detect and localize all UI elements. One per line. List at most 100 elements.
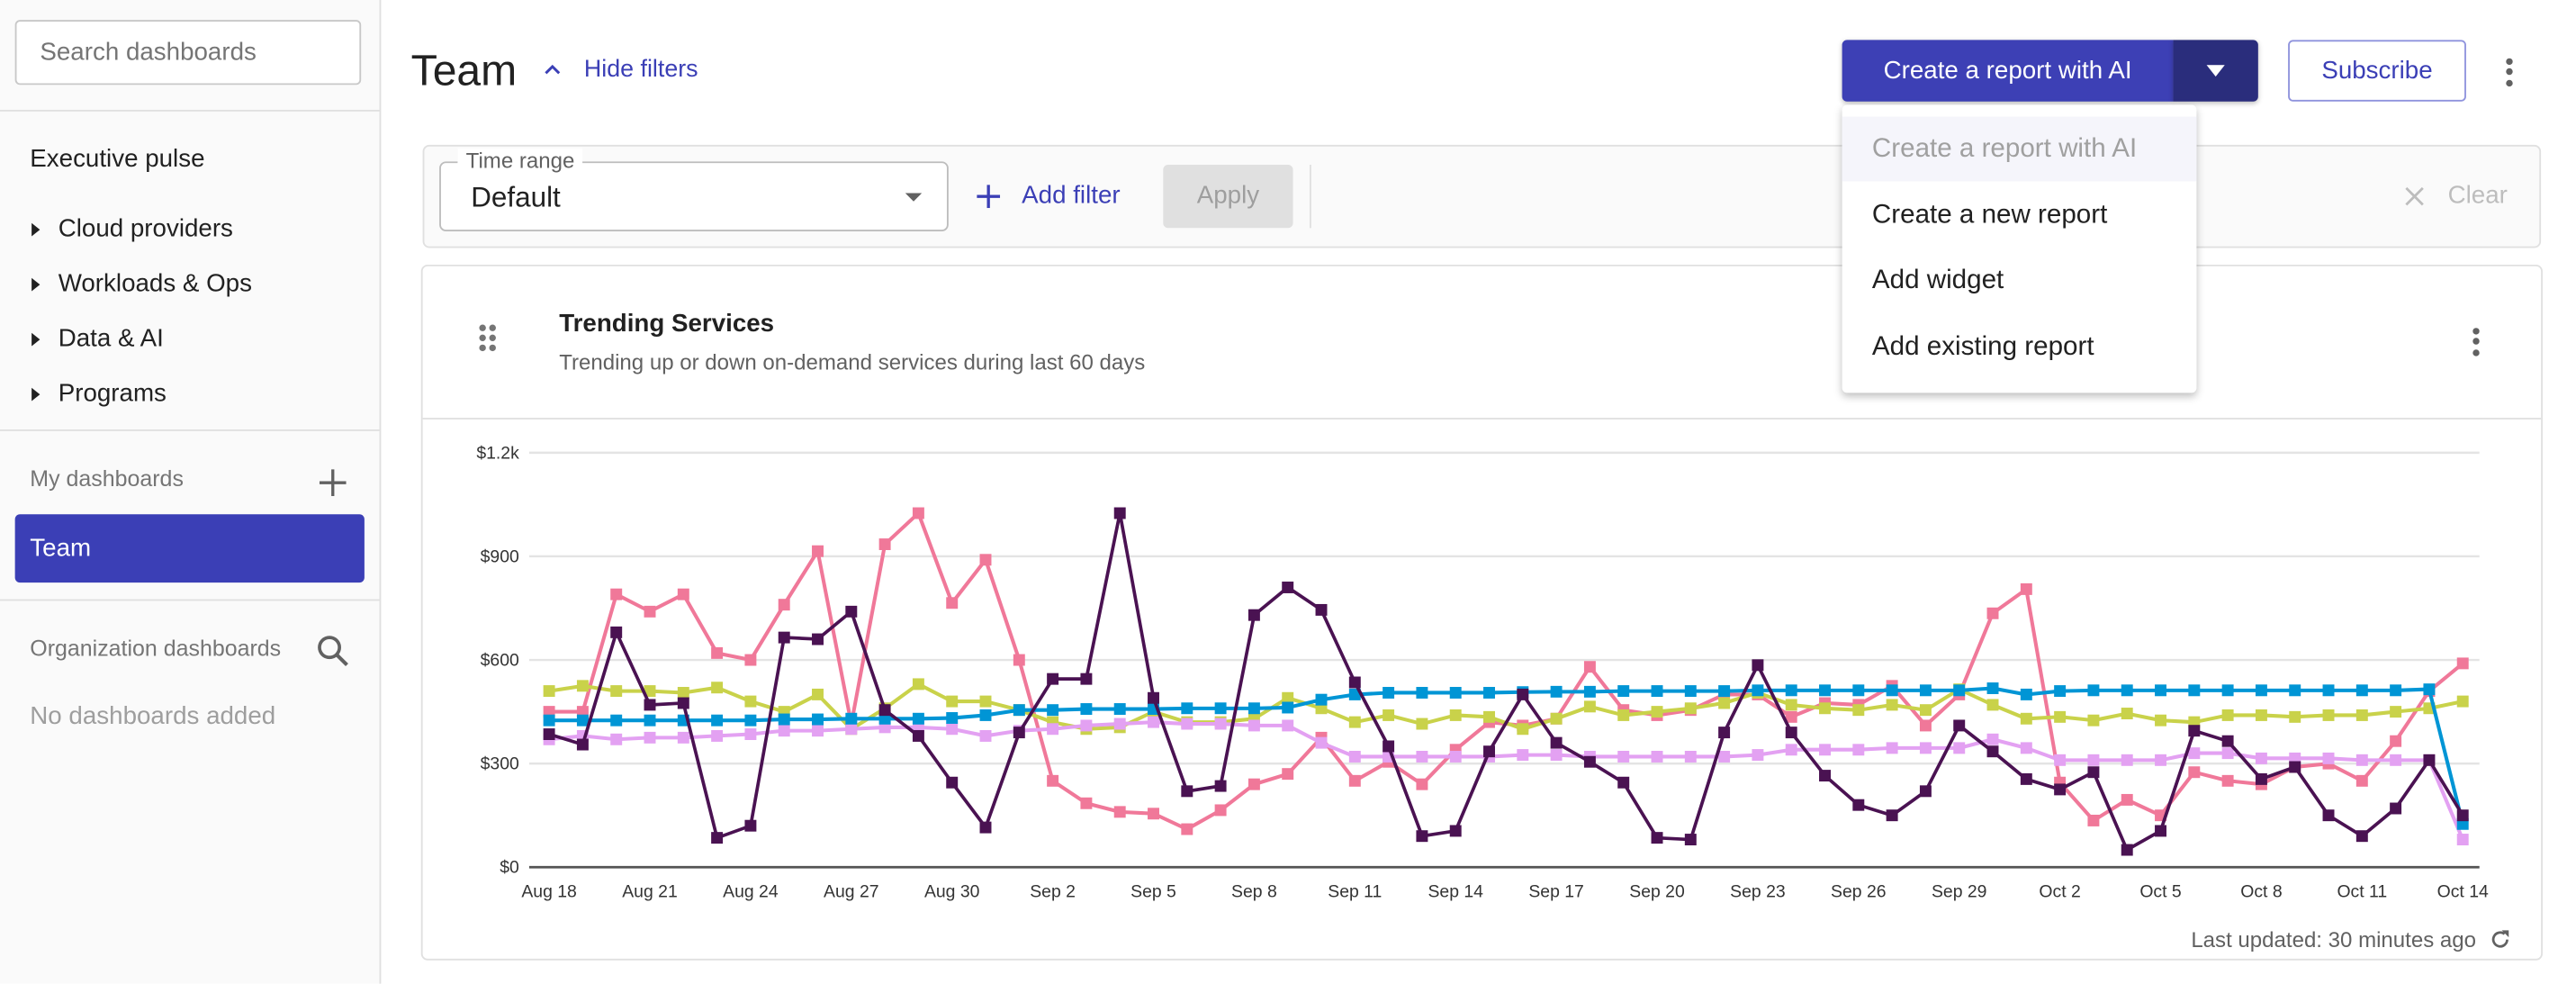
data-point xyxy=(2255,709,2267,721)
data-point xyxy=(2054,783,2067,796)
data-point xyxy=(1282,768,1294,781)
hide-filters-button[interactable]: Hide filters xyxy=(543,55,725,88)
data-point xyxy=(1919,684,1932,697)
data-point xyxy=(1718,750,1731,763)
menu-item-add-existing-report[interactable]: Add existing report xyxy=(1871,332,2094,362)
data-point xyxy=(644,605,656,618)
data-point xyxy=(2188,766,2201,779)
data-point xyxy=(1583,661,1596,673)
data-point xyxy=(946,712,959,724)
data-point xyxy=(1247,778,1260,790)
sidebar-item-team[interactable]: Team xyxy=(14,514,365,583)
data-point xyxy=(1986,682,1999,694)
data-point xyxy=(946,723,959,736)
x-tick-label: Sep 8 xyxy=(1231,882,1277,902)
sidebar: Executive pulse Cloud providers Workload… xyxy=(0,0,382,984)
data-point xyxy=(2390,706,2402,718)
data-point xyxy=(1247,609,1260,621)
menu-item-add-widget[interactable]: Add widget xyxy=(1871,266,2004,295)
data-point xyxy=(1785,710,1797,723)
data-point xyxy=(711,714,724,727)
sidebar-group-cloud-providers[interactable]: Cloud providers xyxy=(30,213,363,247)
subscribe-button[interactable]: Subscribe xyxy=(2288,40,2466,102)
menu-item-create-report-ai[interactable]: Create a report with AI xyxy=(1842,116,2197,182)
data-point xyxy=(2355,830,2368,843)
data-point xyxy=(644,714,656,727)
data-point xyxy=(2255,772,2267,785)
sidebar-group-programs[interactable]: Programs xyxy=(30,378,363,411)
caret-down-icon xyxy=(2206,65,2225,77)
data-point xyxy=(778,725,790,737)
chevron-up-icon xyxy=(545,64,561,75)
data-point xyxy=(610,733,623,745)
search-icon[interactable] xyxy=(316,634,349,667)
caret-right-icon xyxy=(32,332,41,347)
data-point xyxy=(2355,709,2368,721)
data-point xyxy=(543,728,555,740)
sidebar-group-data-ai[interactable]: Data & AI xyxy=(30,323,363,357)
data-point xyxy=(576,714,589,727)
data-point xyxy=(610,714,623,727)
time-range-label: Time range xyxy=(457,148,583,174)
create-report-ai-button[interactable]: Create a report with AI xyxy=(1842,40,2174,102)
data-point xyxy=(2255,684,2267,697)
search-dashboards-input[interactable] xyxy=(14,20,362,86)
data-point xyxy=(2322,752,2335,764)
time-range-value: Default xyxy=(471,181,561,213)
data-point xyxy=(1517,749,1529,762)
data-point xyxy=(711,832,724,844)
add-filter-button[interactable]: Add filter xyxy=(974,180,1140,213)
data-point xyxy=(2255,752,2267,764)
drag-handle-icon[interactable] xyxy=(478,323,498,353)
data-point xyxy=(2355,774,2368,787)
divider xyxy=(1310,165,1311,229)
widget-subtitle: Trending up or down on-demand services d… xyxy=(559,349,1146,375)
x-tick-label: Sep 20 xyxy=(1629,882,1685,902)
data-point xyxy=(744,728,757,740)
data-point xyxy=(2355,684,2368,697)
widget-more-options-icon[interactable] xyxy=(2472,323,2480,360)
data-point xyxy=(1819,770,1831,782)
data-point xyxy=(1819,744,1831,756)
data-point xyxy=(2020,712,2032,725)
clear-filters-button[interactable]: Clear xyxy=(2401,180,2517,213)
time-range-select[interactable]: Time range Default xyxy=(439,148,949,231)
add-dashboard-icon[interactable] xyxy=(318,468,347,498)
data-point xyxy=(812,713,824,726)
x-tick-label: Sep 23 xyxy=(1730,882,1786,902)
data-point xyxy=(2121,684,2133,697)
data-point xyxy=(2289,710,2301,723)
data-point xyxy=(2087,766,2100,779)
x-tick-label: Sep 5 xyxy=(1130,882,1176,902)
x-tick-label: Aug 18 xyxy=(521,882,577,902)
data-point xyxy=(2423,683,2436,696)
data-point xyxy=(1819,702,1831,715)
data-point xyxy=(2221,684,2234,697)
data-point xyxy=(1886,684,1898,697)
data-point xyxy=(1483,687,1495,699)
data-point xyxy=(1416,750,1428,763)
data-point xyxy=(744,714,757,727)
data-point xyxy=(2390,735,2402,747)
data-point xyxy=(1550,749,1563,762)
data-point xyxy=(1214,780,1227,792)
apply-button[interactable]: Apply xyxy=(1163,165,1293,229)
sidebar-group-workloads-ops[interactable]: Workloads & Ops xyxy=(30,268,363,302)
more-options-icon[interactable] xyxy=(2506,53,2513,90)
data-point xyxy=(778,713,790,726)
data-point xyxy=(1986,733,1999,745)
create-menu-toggle[interactable] xyxy=(2173,40,2258,102)
sidebar-item-executive-pulse[interactable]: Executive pulse xyxy=(30,144,205,174)
data-point xyxy=(1148,716,1159,728)
data-point xyxy=(610,588,623,600)
data-point xyxy=(1113,718,1126,730)
data-point xyxy=(1852,744,1865,756)
data-point xyxy=(711,646,724,659)
menu-item-create-new-report[interactable]: Create a new report xyxy=(1871,201,2108,230)
data-point xyxy=(812,725,824,737)
data-point xyxy=(1449,825,1462,837)
data-point xyxy=(1752,749,1764,762)
data-point xyxy=(1886,699,1898,711)
data-point xyxy=(2020,688,2032,700)
refresh-icon[interactable] xyxy=(2490,929,2511,951)
